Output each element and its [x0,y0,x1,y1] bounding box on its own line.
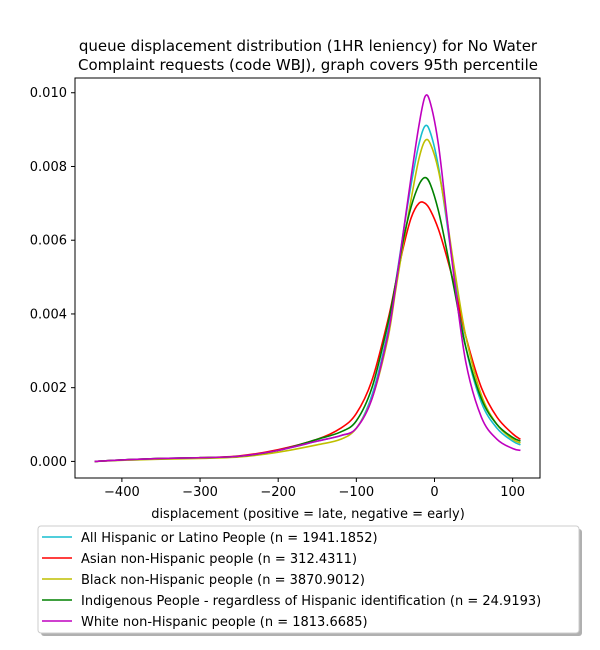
y-axis-ticks: 0.000 0.002 0.004 0.006 0.008 0.010 [30,86,75,470]
legend-label-3: Black non-Hispanic people (n = 3870.9012… [81,573,365,588]
y-tick-label: 0.004 [30,307,67,322]
series-line-2 [94,201,521,463]
legend-box [37,525,580,634]
legend-label-4: Indigenous People - regardless of Hispan… [81,594,541,609]
legend: All Hispanic or Latino People (n = 1941.… [37,525,582,636]
plot-frame [74,77,541,479]
x-tick-label: −100 [338,485,374,500]
chart-title-line-2: Complaint requests (code WBJ), graph cov… [78,56,538,74]
legend-label-1: All Hispanic or Latino People (n = 1941.… [81,531,378,546]
series-line-4 [94,176,521,463]
y-tick-label: 0.002 [30,381,67,396]
y-tick-label: 0.006 [30,234,67,249]
series-layer [94,94,521,463]
chart-title-line-1: queue displacement distribution (1HR len… [79,37,538,55]
legend-label-5: White non-Hispanic people (n = 1813.6685… [81,615,368,630]
y-tick-label: 0.000 [30,455,67,470]
x-axis-label: displacement (positive = late, negative … [151,507,465,522]
x-tick-label: −200 [260,485,296,500]
series-line-5 [94,94,521,463]
x-tick-label: 0 [430,485,438,500]
x-tick-label: 100 [500,485,525,500]
y-tick-label: 0.008 [30,160,67,175]
x-tick-label: −300 [182,485,218,500]
legend-label-2: Asian non-Hispanic people (n = 312.4311) [81,552,357,567]
legend-entries: All Hispanic or Latino People (n = 1941.… [42,531,541,630]
y-tick-label: 0.010 [30,86,67,101]
x-axis-ticks: −400 −300 −200 −100 0 100 [104,478,525,500]
x-tick-label: −400 [104,485,140,500]
